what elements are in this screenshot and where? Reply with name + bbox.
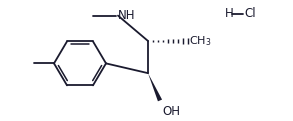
Polygon shape <box>148 73 162 101</box>
Text: NH: NH <box>118 9 135 22</box>
Text: OH: OH <box>162 105 180 118</box>
Text: Cl: Cl <box>244 7 255 20</box>
Text: CH$_3$: CH$_3$ <box>189 34 212 48</box>
Text: H: H <box>225 7 234 20</box>
